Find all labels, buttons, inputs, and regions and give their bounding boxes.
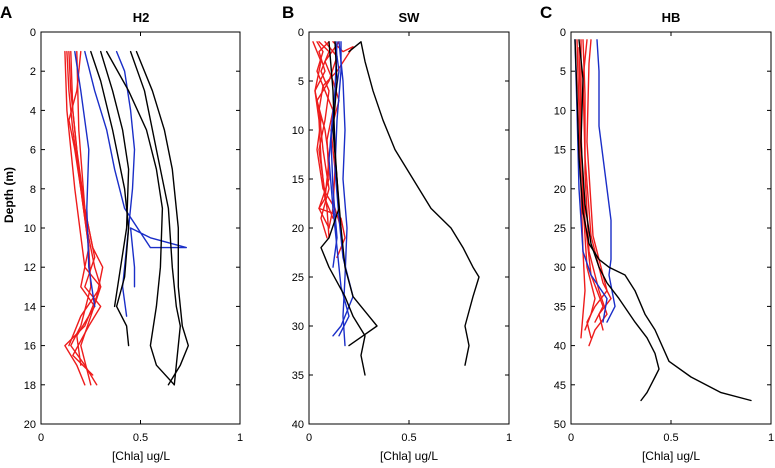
panel-c-y-tick-label: 35: [554, 301, 566, 313]
panel-b-series-black-2: [320, 41, 366, 376]
panel-c-y-tick-label: 20: [554, 184, 566, 196]
panel-a-y-tick-label: 12: [24, 262, 36, 274]
panel-b-x-tick-label: 1: [506, 432, 512, 444]
panel-c-plot-frame: [570, 31, 772, 425]
panel-b-title: SW: [399, 10, 421, 25]
panel-a-y-tick-label: 14: [24, 301, 36, 313]
panel-c-y-tick-label: 45: [554, 380, 566, 392]
panel-b-series-blue-4: [330, 41, 338, 268]
panel-a-series-blue-2: [84, 50, 188, 288]
panel-c-series-red-6: [578, 47, 604, 323]
panel-b-y-tick-label: 20: [292, 223, 304, 235]
panel-a-x-tick-label: 1: [237, 432, 243, 444]
panel-a-y-tick-label: 16: [24, 341, 36, 353]
panel-a-title: H2: [133, 10, 150, 25]
panel-a-series-red-3: [64, 50, 104, 386]
panel-c-y-tick-label: 30: [554, 262, 566, 274]
panel-c-series-blue-1: [596, 39, 616, 323]
panel-c-x-tick-label: 0: [568, 432, 574, 444]
panel-b-y-tick-label: 0: [298, 27, 304, 39]
panel-b-x-tick-label: 0: [306, 432, 312, 444]
panel-c-y-tick-label: 15: [554, 145, 566, 157]
panel-a-x-tick-label: 0: [38, 432, 44, 444]
panel-a-y-axis-label: Depth (m): [2, 167, 16, 223]
panel-b-series-red-7: [314, 41, 342, 229]
panel-b-y-tick-label: 5: [298, 76, 304, 88]
panel-b-label: B: [282, 3, 294, 22]
panel-a-y-tick-label: 0: [30, 27, 36, 39]
panel-c-y-tick-label: 0: [560, 27, 566, 39]
panel-a: A H2 [Chla] ug/L Depth (m) 0246810121416…: [0, 3, 243, 463]
panel-b-y-tick-label: 15: [292, 174, 304, 186]
panel-a-y-tick-label: 6: [30, 145, 36, 157]
panel-a-x-tick-label: 0.5: [133, 432, 148, 444]
panel-a-x-axis-label: [Chla] ug/L: [112, 449, 170, 463]
panel-c-y-tick-label: 40: [554, 341, 566, 353]
panel-a-series-blue-1: [74, 50, 96, 308]
panel-b-y-tick-label: 25: [292, 272, 304, 284]
panel-a-y-tick-label: 20: [24, 419, 36, 431]
panel-a-series-black-4: [129, 50, 182, 386]
panel-c-series-black-1: [574, 39, 752, 402]
panel-a-series-black-1: [90, 50, 130, 347]
panel-b-series-blue-3: [332, 41, 354, 337]
panel-c-x-axis-label: [Chla] ug/L: [642, 449, 700, 463]
panel-b-y-tick-label: 35: [292, 370, 304, 382]
panel-c-x-tick-label: 1: [768, 432, 774, 444]
panel-c-label: C: [540, 3, 552, 22]
panel-c-x-tick-label: 0.5: [663, 432, 678, 444]
panel-a-y-tick-label: 4: [30, 105, 36, 117]
panel-c-title: HB: [662, 10, 681, 25]
panel-b-series-blue-2: [338, 41, 348, 347]
panel-b-series-black-3: [348, 41, 480, 366]
panel-a-y-tick-label: 2: [30, 66, 36, 78]
panel-a-series-red-6: [64, 50, 102, 347]
panel-c-series-red-3: [582, 39, 608, 347]
panel-c-y-tick-label: 50: [554, 419, 566, 431]
panel-c-y-tick-label: 10: [554, 105, 566, 117]
panel-b-series-red-5: [324, 41, 340, 229]
panel-b-y-tick-label: 10: [292, 125, 304, 137]
panel-a-y-tick-label: 8: [30, 184, 36, 196]
panel-b-y-tick-label: 30: [292, 321, 304, 333]
panel-b-y-tick-label: 40: [292, 419, 304, 431]
panel-a-series-black-3: [105, 50, 176, 386]
panel-b-x-axis-label: [Chla] ug/L: [380, 449, 438, 463]
panel-b-x-tick-label: 0.5: [401, 432, 416, 444]
panel-a-series-black-5: [135, 50, 190, 386]
panel-a-y-tick-label: 18: [24, 380, 36, 392]
panel-c-y-tick-label: 5: [560, 66, 566, 78]
panel-a-label: A: [0, 3, 12, 22]
panel-c-series-red-5: [586, 39, 608, 339]
panel-b-series-red-4: [318, 41, 354, 239]
panel-a-series-black-2: [99, 50, 130, 308]
panel-c-y-tick-label: 25: [554, 223, 566, 235]
panel-a-y-tick-label: 10: [24, 223, 36, 235]
panel-c-series-black-2: [578, 39, 660, 402]
